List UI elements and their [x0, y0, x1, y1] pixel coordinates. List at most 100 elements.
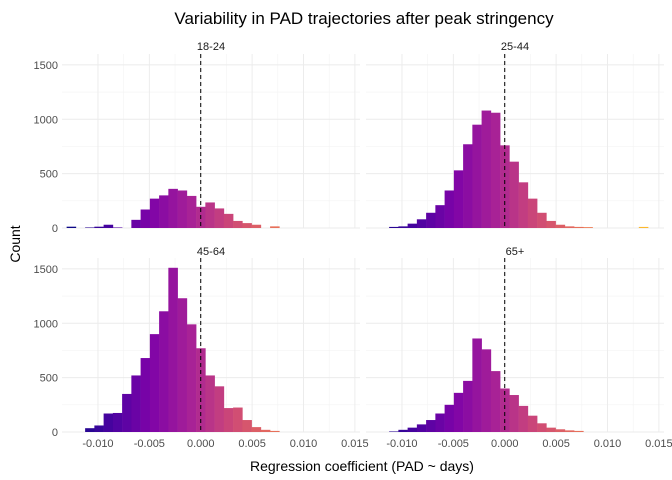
histogram-bar [131, 375, 141, 432]
histogram-bar [416, 219, 427, 228]
histogram-bar [140, 358, 151, 432]
x-tick-label: -0.010 [386, 438, 417, 450]
histogram-bar [389, 226, 399, 228]
histogram-bar [205, 375, 215, 432]
y-tick-label: 0 [52, 427, 58, 439]
histogram-bar [85, 227, 95, 228]
facet-panel-4: 65+ -0.010 -0.005 0.000 0.005 0.010 0.015 [366, 246, 672, 450]
y-tick-label: 1000 [34, 318, 58, 330]
chart-title: Variability in PAD trajectories after pe… [174, 9, 554, 28]
y-tick-label: 1500 [34, 264, 58, 276]
x-tick-label: 0.010 [594, 438, 622, 450]
histogram-bar [251, 427, 262, 432]
histogram-bar [149, 334, 160, 432]
histogram-bar [112, 412, 123, 432]
histogram-bar [159, 195, 169, 228]
histogram-bar [453, 392, 464, 432]
histogram-bar [555, 429, 566, 432]
histogram-bar [509, 161, 519, 228]
histogram-bar [564, 430, 575, 432]
histogram-bar [435, 205, 445, 228]
x-tick-label: 0.005 [542, 438, 570, 450]
histogram-bar [500, 388, 510, 432]
facet-strip-label: 18-24 [197, 41, 225, 53]
x-tick-label: 0.005 [238, 438, 266, 450]
histogram-bar [537, 423, 547, 432]
histogram-bar [463, 380, 473, 432]
histogram-bar [481, 110, 492, 228]
histogram-bar [168, 267, 178, 432]
histogram-bar [168, 188, 178, 228]
x-tick-label: 0.000 [187, 438, 215, 450]
facet-panel-2: 25-44 [366, 41, 664, 229]
histogram-bar [112, 227, 123, 228]
histogram-bar [490, 112, 501, 228]
histogram-bar [103, 224, 114, 228]
y-tick-label: 1500 [34, 60, 58, 72]
histogram-bar [186, 195, 197, 228]
histogram-bar [159, 311, 169, 432]
histogram-bar [546, 427, 556, 432]
histogram-bar [398, 226, 408, 228]
histogram-bar [453, 170, 464, 228]
x-tick-label: -0.005 [438, 438, 469, 450]
histogram-bar [85, 428, 95, 432]
histogram-bar [103, 413, 114, 432]
facet-panel-3: 45-64 0 500 1000 1500 -0.010 -0.005 0.000 0.005 0… [34, 246, 369, 450]
x-tick-label: 0.000 [491, 438, 519, 450]
histogram-bar [527, 415, 538, 432]
y-axis-title: Count [7, 225, 23, 262]
histogram-bar [149, 198, 160, 228]
histogram-bar [122, 393, 132, 432]
y-tick-label: 500 [40, 373, 58, 385]
y-tick-label: 1000 [34, 114, 58, 126]
histogram-bar [140, 209, 151, 228]
x-tick-label: 0.010 [290, 438, 318, 450]
histogram-bar [555, 224, 566, 228]
histogram-bar [270, 226, 280, 228]
histogram-bar [537, 212, 547, 228]
histogram-bar [509, 395, 519, 432]
histogram-bar [444, 190, 455, 228]
histogram-bar [444, 404, 455, 432]
histogram-bar [518, 182, 529, 228]
histogram-bar [426, 420, 436, 432]
histogram-bar [398, 429, 408, 432]
histogram-bar [490, 371, 501, 432]
histogram-bar [131, 219, 141, 228]
histogram-bar [518, 405, 529, 432]
y-tick-label: 500 [40, 169, 58, 181]
facet-panels: 18-24 0 500 1000 1500 25-44 45-64 0 500 1000 1500 -… [34, 41, 672, 450]
histogram-bar [463, 144, 473, 228]
histogram-bar [574, 226, 584, 228]
histogram-bar [223, 213, 234, 228]
histogram-bar [564, 226, 575, 228]
histogram-bar [94, 226, 104, 228]
histogram-bar [260, 429, 271, 432]
histogram-bar [472, 124, 482, 228]
histogram-bar [233, 220, 243, 228]
y-tick-label: 0 [52, 223, 58, 235]
histogram-bar [574, 430, 584, 432]
histogram-bar [527, 198, 538, 228]
histogram-bar [481, 349, 492, 432]
histogram-bar [389, 431, 399, 432]
histogram-bar [177, 190, 188, 228]
histogram-bar [94, 425, 104, 432]
histogram-bar [407, 427, 418, 432]
histogram-bar [500, 145, 510, 228]
histogram-bar [435, 413, 445, 432]
x-tick-label: 0.015 [645, 438, 672, 450]
facet-strip-label: 25-44 [501, 41, 529, 53]
histogram-bar [638, 226, 649, 228]
histogram-bar [583, 227, 593, 228]
histogram-bar [270, 430, 280, 432]
histogram-bar [177, 298, 188, 432]
histogram-bar [472, 338, 482, 432]
histogram-bar [407, 223, 418, 228]
x-tick-label: 0.015 [341, 438, 369, 450]
histogram-bar [546, 220, 556, 228]
x-tick-label: -0.005 [134, 438, 165, 450]
x-tick-label: -0.010 [82, 438, 113, 450]
